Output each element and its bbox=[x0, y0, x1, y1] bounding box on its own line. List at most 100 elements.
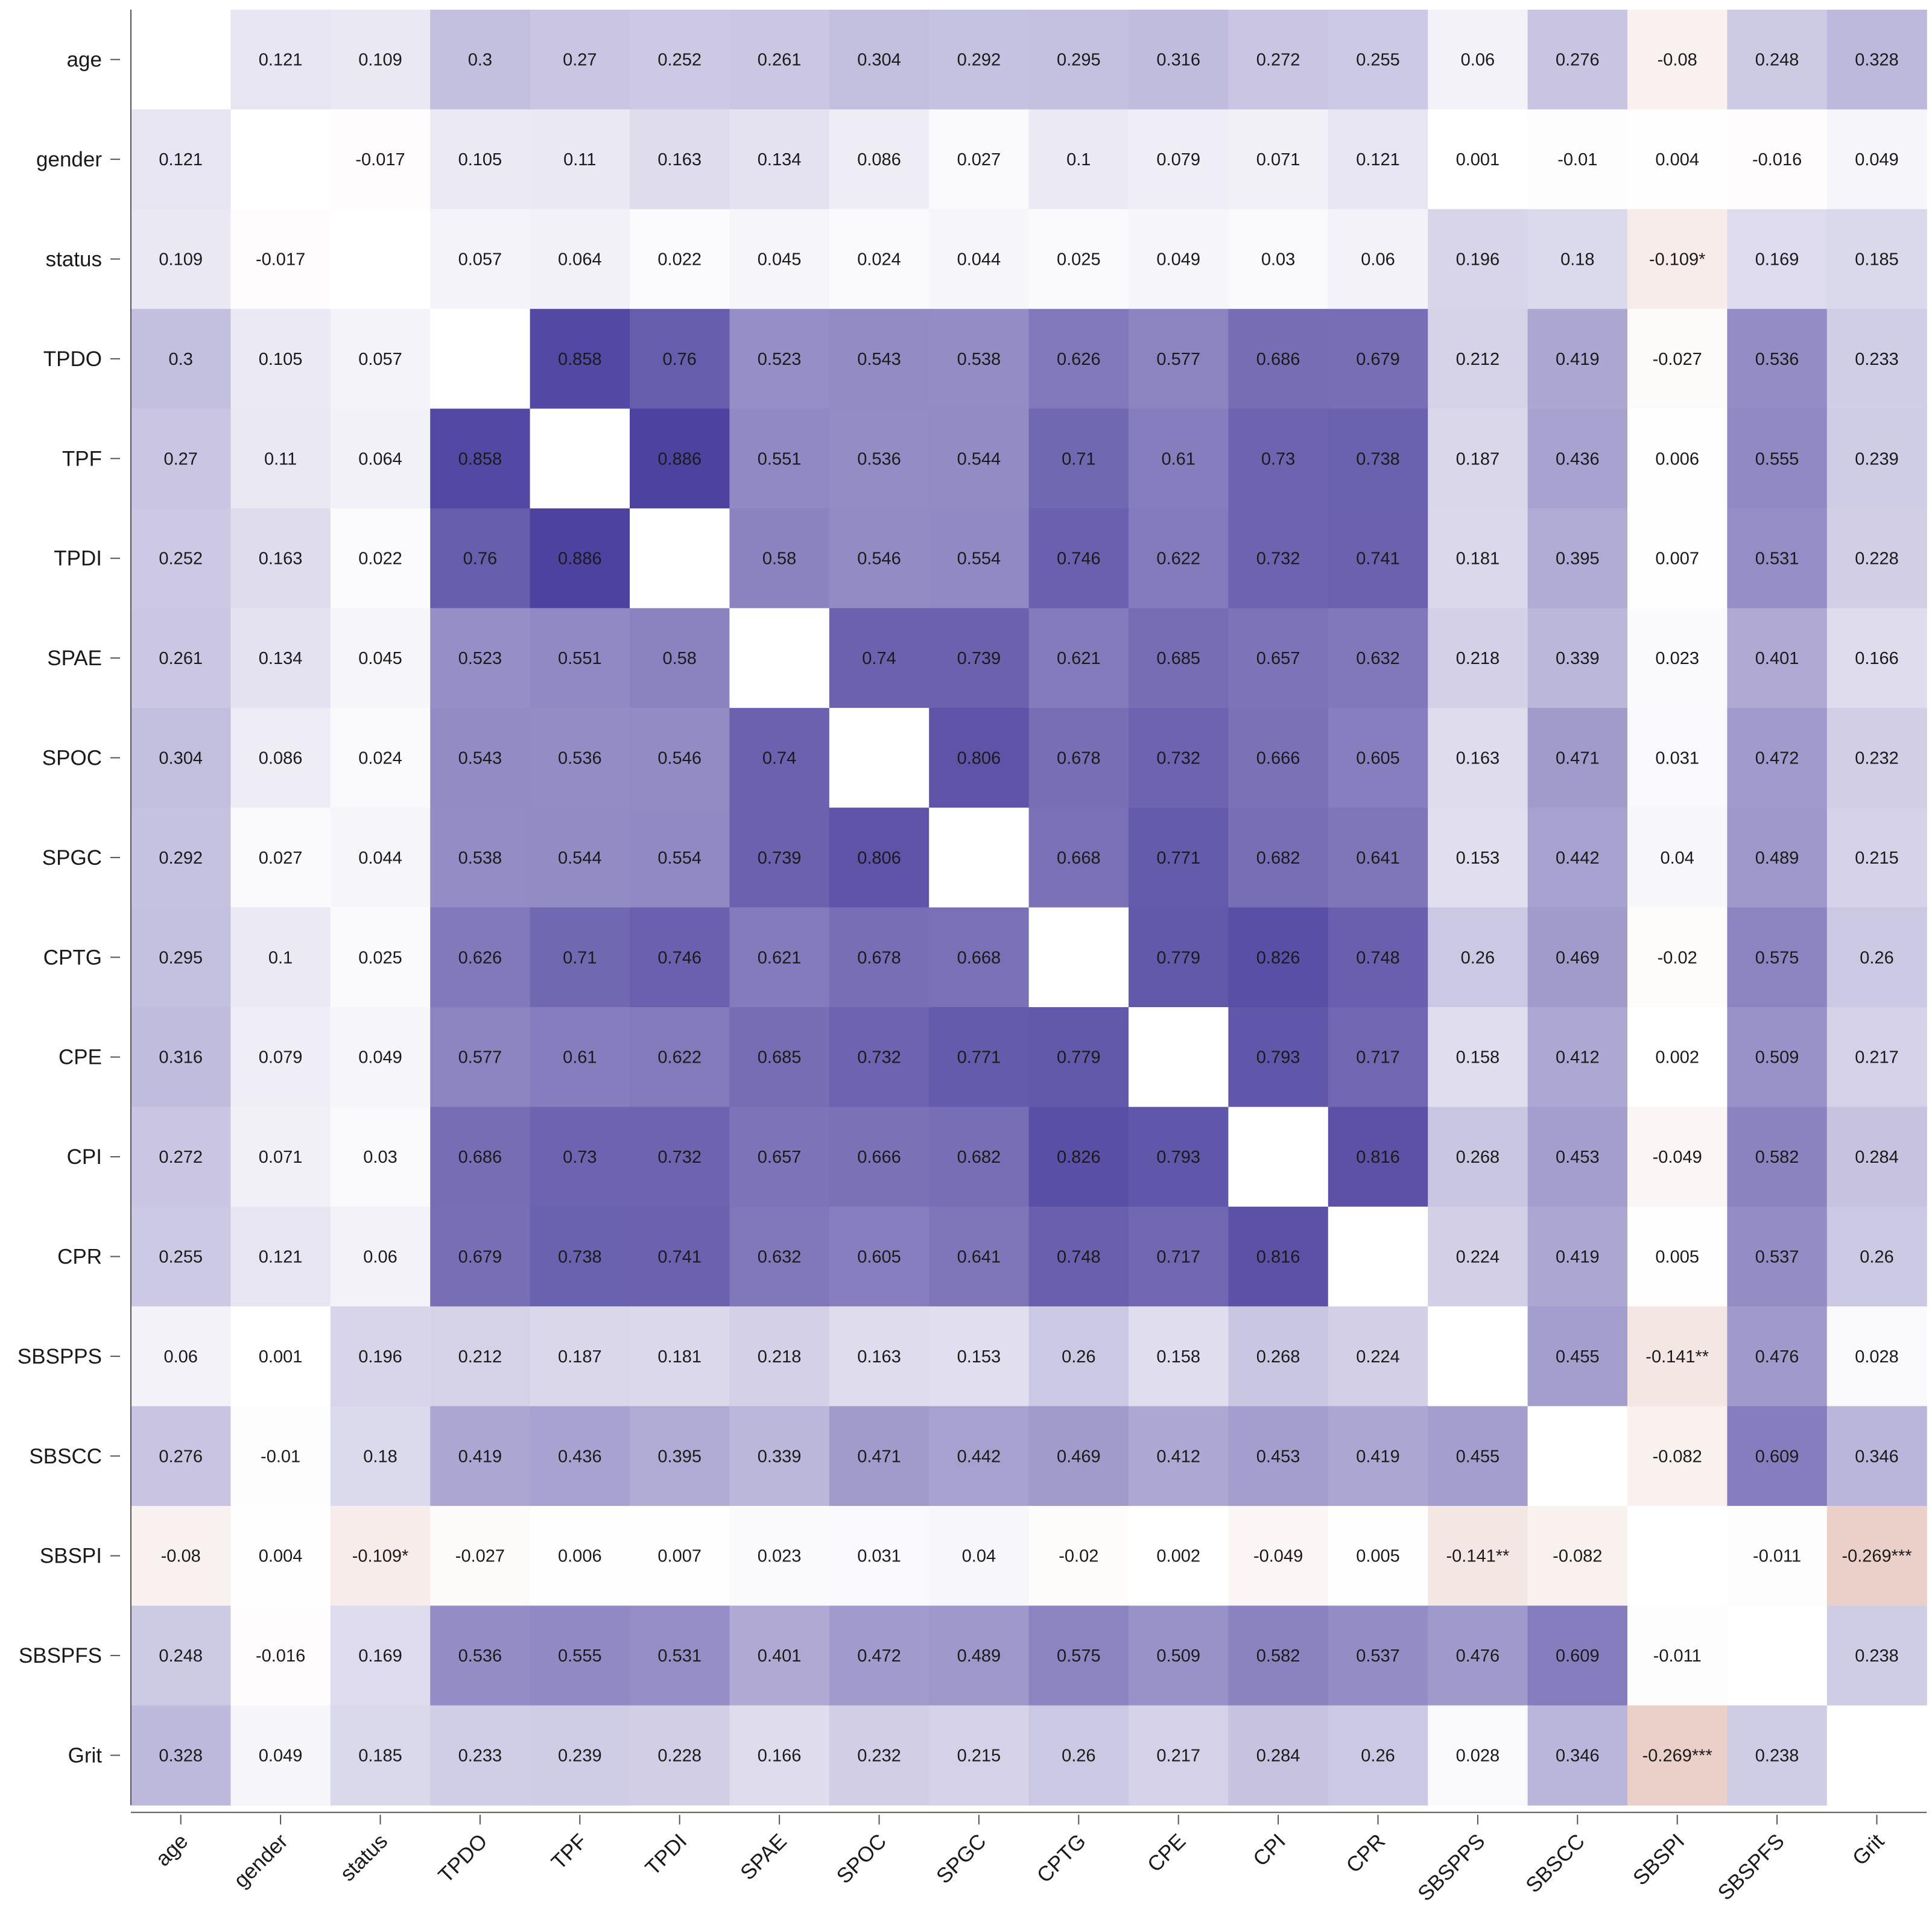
y-axis-tick-label: SPGC bbox=[42, 846, 102, 870]
cell-value-label: 0.523 bbox=[458, 649, 502, 668]
heatmap-cell bbox=[1129, 10, 1229, 110]
heatmap-cell bbox=[230, 707, 331, 808]
heatmap-cell bbox=[530, 209, 630, 309]
heatmap-cell bbox=[131, 508, 231, 609]
heatmap-cell bbox=[1727, 508, 1828, 609]
cell-value-label: 0.455 bbox=[1556, 1347, 1600, 1367]
cell-value-label: 0.169 bbox=[1755, 250, 1799, 270]
cell-value-label: 0.18 bbox=[1560, 250, 1594, 270]
heatmap-cell bbox=[1727, 1107, 1828, 1207]
x-axis-tick-label: age bbox=[151, 1829, 192, 1871]
heatmap-cell bbox=[131, 1705, 231, 1806]
heatmap-cell bbox=[230, 808, 331, 908]
cell-value-label: -0.017 bbox=[355, 150, 405, 169]
x-axis-tick-label: TPDI bbox=[641, 1829, 691, 1880]
cell-value-label: 0.71 bbox=[563, 948, 597, 967]
cell-value-label: 0.3 bbox=[169, 350, 193, 369]
y-axis-tick-label: SPAE bbox=[47, 647, 102, 670]
y-axis-tick-label: SPOC bbox=[42, 747, 102, 770]
cell-value-label: 0.255 bbox=[159, 1248, 203, 1267]
cell-value-label: 0.738 bbox=[1356, 449, 1400, 469]
cell-value-label: 0.74 bbox=[762, 749, 796, 768]
heatmap-cell bbox=[1727, 1506, 1828, 1606]
cell-value-label: 0.218 bbox=[758, 1347, 802, 1367]
cell-value-label: 0.771 bbox=[957, 1048, 1001, 1067]
cell-value-label: 0.682 bbox=[957, 1148, 1001, 1167]
cell-value-label: 0.472 bbox=[1755, 749, 1799, 768]
heatmap-cell bbox=[829, 707, 930, 808]
cell-value-label: 0.544 bbox=[957, 449, 1001, 469]
cell-value-label: 0.678 bbox=[1057, 749, 1101, 768]
heatmap-cell bbox=[530, 907, 630, 1008]
heatmap-cell bbox=[1527, 1107, 1628, 1207]
heatmap-cell bbox=[1428, 1605, 1528, 1706]
heatmap-cell bbox=[430, 408, 531, 509]
heatmap-cell bbox=[1129, 707, 1229, 808]
cell-value-label: 0.196 bbox=[358, 1347, 402, 1367]
cell-value-label: 0.007 bbox=[1655, 549, 1699, 569]
heatmap-cell bbox=[131, 209, 231, 309]
cell-value-label: 0.049 bbox=[1156, 250, 1200, 270]
cell-value-label: 0.248 bbox=[159, 1646, 203, 1666]
heatmap-cell bbox=[1228, 508, 1329, 609]
heatmap-cell bbox=[1727, 1406, 1828, 1507]
x-axis-tick-label: CPR bbox=[1341, 1829, 1390, 1877]
cell-value-label: 0.045 bbox=[358, 649, 402, 668]
cell-value-label: -0.02 bbox=[1658, 948, 1697, 967]
heatmap-cell bbox=[929, 808, 1030, 908]
heatmap-cell bbox=[1328, 1206, 1428, 1307]
heatmap-cell bbox=[1428, 1705, 1528, 1806]
heatmap-cell bbox=[1328, 309, 1428, 409]
cell-value-label: 0.489 bbox=[1755, 849, 1799, 868]
cell-value-label: 0.419 bbox=[458, 1447, 502, 1466]
heatmap-cell bbox=[330, 907, 431, 1008]
heatmap-cell bbox=[630, 109, 730, 210]
heatmap-cell bbox=[230, 907, 331, 1008]
heatmap-cell bbox=[929, 1206, 1030, 1307]
cell-value-label: 0.537 bbox=[1356, 1646, 1400, 1666]
heatmap-cell bbox=[430, 907, 531, 1008]
heatmap-cell bbox=[1228, 907, 1329, 1008]
cell-value-label: 0.395 bbox=[1556, 549, 1600, 569]
cell-value-label: 0.044 bbox=[358, 849, 402, 868]
cell-value-label: 0.476 bbox=[1456, 1646, 1500, 1666]
cell-value-label: 0.232 bbox=[1855, 749, 1899, 768]
heatmap-cell bbox=[430, 309, 531, 409]
cell-value-label: 0.224 bbox=[1356, 1347, 1400, 1367]
cell-value-label: 0.079 bbox=[1156, 150, 1200, 169]
cell-value-label: -0.08 bbox=[1658, 51, 1697, 70]
heatmap-cell bbox=[1129, 209, 1229, 309]
heatmap-cell bbox=[230, 1107, 331, 1207]
cell-value-label: 0.217 bbox=[1156, 1747, 1200, 1766]
heatmap-cell bbox=[1328, 1705, 1428, 1806]
heatmap-cell bbox=[630, 1506, 730, 1606]
cell-value-label: 0.537 bbox=[1755, 1248, 1799, 1267]
heatmap-cell bbox=[829, 309, 930, 409]
cell-value-label: 0.001 bbox=[259, 1347, 303, 1367]
heatmap-cell bbox=[131, 707, 231, 808]
cell-value-label: 0.746 bbox=[657, 948, 702, 967]
heatmap-cell bbox=[829, 508, 930, 609]
y-axis-tick-label: TPDO bbox=[43, 347, 102, 371]
cell-value-label: 0.577 bbox=[1156, 350, 1200, 369]
cell-value-label: -0.141** bbox=[1645, 1347, 1709, 1367]
cell-value-label: 0.109 bbox=[159, 250, 203, 270]
cell-value-label: 0.071 bbox=[1256, 150, 1300, 169]
heatmap-cell bbox=[1527, 1605, 1628, 1706]
heatmap-cell bbox=[1826, 1705, 1927, 1806]
heatmap-cell bbox=[929, 608, 1030, 709]
y-axis-tick-label: gender bbox=[36, 148, 102, 171]
heatmap-cell bbox=[131, 1306, 231, 1407]
heatmap-cell bbox=[1627, 1206, 1728, 1307]
cell-value-label: 0.268 bbox=[1456, 1148, 1500, 1167]
cell-value-label: 0.73 bbox=[1261, 449, 1295, 469]
heatmap-cell bbox=[1129, 1506, 1229, 1606]
cell-value-label: 0.022 bbox=[358, 549, 402, 569]
cell-value-label: 0.395 bbox=[657, 1447, 702, 1466]
cell-value-label: 0.685 bbox=[758, 1048, 802, 1067]
heatmap-cell bbox=[1727, 1605, 1828, 1706]
cell-value-label: 0.049 bbox=[358, 1048, 402, 1067]
cell-value-label: 0.06 bbox=[1461, 51, 1495, 70]
cell-value-label: 0.11 bbox=[563, 150, 596, 169]
cell-value-label: 0.224 bbox=[1456, 1248, 1500, 1267]
